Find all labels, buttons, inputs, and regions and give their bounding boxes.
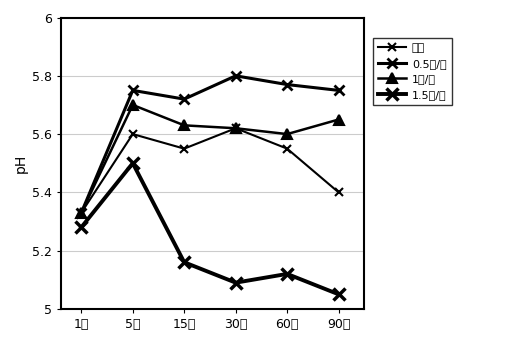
空白 [181,147,187,151]
0.5吨/亩 [335,88,341,93]
空白 [78,211,84,215]
1吨/亩 [78,211,84,215]
0.5吨/亩 [232,74,238,78]
1吨/亩 [129,103,135,107]
空白 [129,132,135,136]
空白 [335,190,341,194]
0.5吨/亩 [181,97,187,101]
Line: 空白: 空白 [77,124,342,217]
1.5吨/亩 [283,272,289,276]
1吨/亩 [335,117,341,121]
Line: 1.5吨/亩: 1.5吨/亩 [76,158,343,300]
空白 [283,147,289,151]
1吨/亩 [232,126,238,130]
1.5吨/亩 [181,260,187,264]
Legend: 空白, 0.5吨/亩, 1吨/亩, 1.5吨/亩: 空白, 0.5吨/亩, 1吨/亩, 1.5吨/亩 [372,38,451,105]
1.5吨/亩 [129,161,135,165]
Y-axis label: pH: pH [14,154,27,173]
1吨/亩 [283,132,289,136]
空白 [232,126,238,130]
Line: 0.5吨/亩: 0.5吨/亩 [76,71,343,218]
0.5吨/亩 [78,211,84,215]
1吨/亩 [181,123,187,127]
0.5吨/亩 [283,82,289,87]
1.5吨/亩 [232,280,238,285]
1.5吨/亩 [335,292,341,297]
Line: 1吨/亩: 1吨/亩 [76,100,343,218]
1.5吨/亩 [78,225,84,230]
0.5吨/亩 [129,88,135,93]
